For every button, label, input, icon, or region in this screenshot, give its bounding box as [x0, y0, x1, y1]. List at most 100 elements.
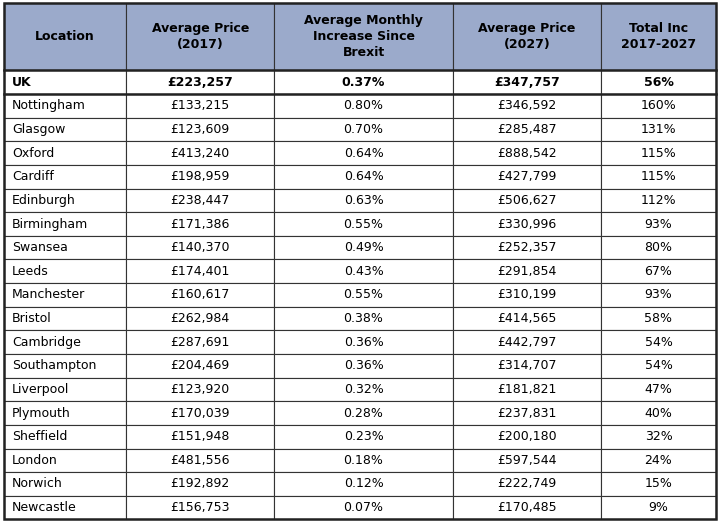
- Text: £181,821: £181,821: [497, 383, 557, 396]
- Bar: [274, 330, 453, 354]
- Bar: [600, 425, 716, 448]
- Bar: [453, 425, 600, 448]
- Text: £291,854: £291,854: [497, 265, 557, 278]
- Text: 0.70%: 0.70%: [343, 123, 384, 136]
- Bar: [600, 165, 716, 188]
- Bar: [4, 401, 127, 425]
- Bar: [274, 472, 453, 496]
- Text: £200,180: £200,180: [497, 430, 557, 443]
- Bar: [600, 141, 716, 165]
- Text: 58%: 58%: [644, 312, 672, 325]
- Text: Cambridge: Cambridge: [12, 336, 81, 349]
- Bar: [600, 283, 716, 307]
- Text: Southampton: Southampton: [12, 359, 96, 372]
- Bar: [600, 330, 716, 354]
- Bar: [4, 259, 127, 283]
- Text: Swansea: Swansea: [12, 241, 68, 254]
- Text: £597,544: £597,544: [497, 454, 557, 467]
- Text: 0.12%: 0.12%: [343, 478, 383, 491]
- Text: £347,757: £347,757: [494, 76, 559, 89]
- Bar: [4, 354, 127, 377]
- Text: 0.38%: 0.38%: [343, 312, 384, 325]
- Text: 0.64%: 0.64%: [343, 147, 383, 160]
- Bar: [127, 330, 274, 354]
- Text: £192,892: £192,892: [171, 478, 230, 491]
- Text: 0.28%: 0.28%: [343, 407, 384, 420]
- Text: £123,609: £123,609: [171, 123, 230, 136]
- Text: 0.18%: 0.18%: [343, 454, 384, 467]
- Bar: [453, 236, 600, 259]
- Text: £222,749: £222,749: [498, 478, 557, 491]
- Bar: [127, 401, 274, 425]
- Bar: [274, 496, 453, 519]
- Text: £252,357: £252,357: [497, 241, 557, 254]
- Bar: [127, 425, 274, 448]
- Text: 93%: 93%: [644, 218, 672, 231]
- Text: Average Price
(2027): Average Price (2027): [478, 22, 575, 51]
- Bar: [453, 377, 600, 401]
- Bar: [127, 94, 274, 118]
- Text: 0.55%: 0.55%: [343, 218, 384, 231]
- Text: 0.37%: 0.37%: [342, 76, 385, 89]
- Text: 40%: 40%: [644, 407, 672, 420]
- Text: £123,920: £123,920: [171, 383, 230, 396]
- Bar: [4, 472, 127, 496]
- Bar: [4, 283, 127, 307]
- Text: £506,627: £506,627: [497, 194, 557, 207]
- Bar: [600, 472, 716, 496]
- Bar: [274, 283, 453, 307]
- Bar: [453, 354, 600, 377]
- Text: £133,215: £133,215: [171, 99, 230, 112]
- Bar: [600, 212, 716, 236]
- Bar: [453, 118, 600, 141]
- Text: Manchester: Manchester: [12, 289, 86, 301]
- Text: £174,401: £174,401: [171, 265, 230, 278]
- Bar: [453, 94, 600, 118]
- Text: Plymouth: Plymouth: [12, 407, 71, 420]
- Text: £346,592: £346,592: [498, 99, 557, 112]
- Bar: [274, 236, 453, 259]
- Text: £427,799: £427,799: [497, 170, 557, 183]
- Bar: [600, 401, 716, 425]
- Bar: [4, 118, 127, 141]
- Bar: [274, 70, 453, 94]
- Bar: [4, 141, 127, 165]
- Text: Leeds: Leeds: [12, 265, 49, 278]
- Text: £310,199: £310,199: [498, 289, 557, 301]
- Bar: [453, 212, 600, 236]
- Bar: [274, 141, 453, 165]
- Bar: [127, 283, 274, 307]
- Text: 131%: 131%: [641, 123, 676, 136]
- Text: 0.36%: 0.36%: [343, 359, 383, 372]
- Bar: [4, 70, 127, 94]
- Text: UK: UK: [12, 76, 32, 89]
- Bar: [274, 94, 453, 118]
- Bar: [600, 70, 716, 94]
- Bar: [453, 401, 600, 425]
- Text: £287,691: £287,691: [171, 336, 230, 349]
- Text: £237,831: £237,831: [497, 407, 557, 420]
- Bar: [127, 259, 274, 283]
- Text: £156,753: £156,753: [171, 501, 230, 514]
- Text: 9%: 9%: [649, 501, 668, 514]
- Bar: [4, 448, 127, 472]
- Bar: [453, 307, 600, 330]
- Bar: [453, 330, 600, 354]
- Text: Average Monthly
Increase Since
Brexit: Average Monthly Increase Since Brexit: [304, 14, 423, 59]
- Bar: [127, 188, 274, 212]
- Bar: [274, 165, 453, 188]
- Text: Cardiff: Cardiff: [12, 170, 54, 183]
- Text: £481,556: £481,556: [171, 454, 230, 467]
- Bar: [274, 212, 453, 236]
- Bar: [4, 307, 127, 330]
- Bar: [453, 472, 600, 496]
- Bar: [600, 377, 716, 401]
- Bar: [4, 165, 127, 188]
- Text: Location: Location: [35, 30, 95, 43]
- Text: Liverpool: Liverpool: [12, 383, 70, 396]
- Bar: [600, 354, 716, 377]
- Bar: [127, 377, 274, 401]
- Bar: [453, 448, 600, 472]
- Bar: [127, 307, 274, 330]
- Bar: [453, 141, 600, 165]
